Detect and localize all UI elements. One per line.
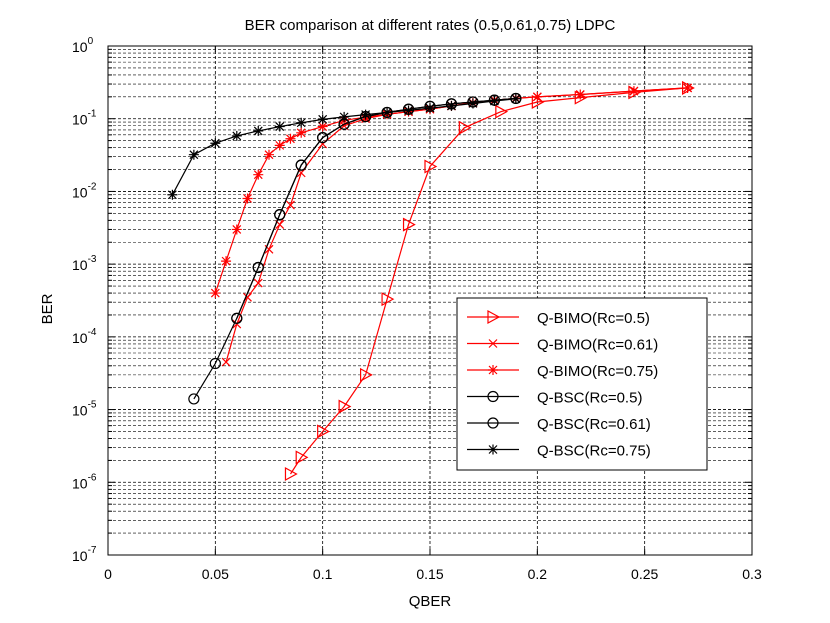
data-point — [253, 169, 264, 180]
data-point — [458, 120, 472, 135]
x-tick-label: 0.25 — [631, 566, 658, 582]
data-point — [495, 104, 509, 119]
x-tick-label: 0 — [104, 566, 112, 582]
data-point — [253, 125, 264, 136]
data-point — [188, 393, 200, 405]
data-point — [274, 121, 285, 132]
y-axis-label: BER — [39, 293, 56, 324]
data-point — [284, 466, 298, 482]
legend-item: Q-BIMO(Rc=0.61) — [467, 337, 658, 354]
series-line — [193, 97, 516, 400]
data-point — [628, 86, 639, 97]
data-point — [242, 193, 253, 204]
data-point — [317, 424, 330, 439]
data-point — [317, 121, 328, 132]
data-point — [424, 159, 438, 174]
data-point — [285, 133, 296, 144]
data-point — [274, 140, 285, 151]
x-tick-label: 0.3 — [742, 566, 762, 582]
data-point — [532, 91, 543, 102]
y-tick-label: 10-6 — [72, 472, 97, 491]
y-tick-label: 10-3 — [72, 254, 97, 273]
legend-box — [456, 297, 708, 471]
legend-marker — [487, 309, 501, 325]
legend-item: Q-BSC(Rc=0.5) — [467, 390, 642, 407]
data-point — [295, 159, 307, 171]
y-tick-label: 10-2 — [72, 181, 97, 200]
x-tick-label: 0.1 — [313, 566, 333, 582]
legend-marker — [487, 390, 499, 403]
data-point — [339, 111, 350, 122]
legend-marker — [488, 365, 498, 375]
y-tick-label: 100 — [72, 36, 94, 55]
legend: Q-BIMO(Rc=0.5) Q-BIMO(Rc=0.61) Q-BIMO(Rc=0… — [456, 297, 708, 471]
data-point — [296, 127, 307, 138]
legend-item: Q-BIMO(Rc=0.75) — [467, 363, 658, 380]
data-point — [510, 93, 521, 104]
legend-item: Q-BIMO(Rc=0.5) — [467, 309, 650, 327]
data-point — [338, 399, 352, 414]
data-point — [253, 278, 263, 288]
data-point — [188, 149, 199, 160]
data-point — [295, 450, 309, 465]
y-tick-label: 10-1 — [72, 109, 97, 128]
data-point — [231, 130, 242, 141]
data-point — [403, 105, 414, 116]
legend-label: Q-BSC(Rc=0.5) — [537, 390, 642, 407]
legend-label: Q-BIMO(Rc=0.5) — [537, 310, 650, 327]
data-point — [402, 217, 416, 232]
data-point — [489, 96, 500, 107]
data-point — [360, 367, 373, 382]
chart-title: BER comparison at different rates (0.5,0… — [245, 17, 616, 34]
x-tick-label: 0.05 — [202, 566, 229, 582]
data-point — [381, 292, 395, 307]
data-point — [252, 261, 264, 274]
data-point — [446, 100, 457, 111]
legend-label: Q-BIMO(Rc=0.61) — [537, 337, 658, 354]
series-line — [289, 87, 688, 475]
data-point — [382, 107, 393, 118]
legend-marker — [488, 339, 498, 348]
legend-item: Q-BSC(Rc=0.61) — [467, 416, 651, 433]
data-point — [296, 117, 307, 128]
data-point — [682, 82, 693, 93]
data-point — [467, 98, 478, 109]
data-point — [167, 189, 178, 200]
data-point — [231, 312, 243, 324]
legend-marker — [487, 417, 499, 429]
y-tick-label: 10-5 — [72, 400, 97, 419]
data-point — [360, 109, 371, 120]
x-tick-label: 0.15 — [416, 566, 443, 582]
data-point — [274, 209, 286, 221]
series-group — [167, 80, 695, 482]
axis-ticks: 0 0.05 0.1 0.15 0.2 0.25 0.3 100 10-1 10-2 10-3 10-… — [72, 36, 762, 582]
data-point — [221, 357, 231, 367]
x-tick-label: 0.2 — [528, 566, 548, 582]
data-point — [317, 114, 328, 125]
legend-label: Q-BSC(Rc=0.61) — [537, 416, 651, 433]
data-point — [425, 103, 435, 114]
data-point — [264, 149, 274, 160]
y-tick-label: 10-4 — [72, 327, 97, 346]
legend-marker — [488, 444, 498, 455]
legend-item: Q-BSC(Rc=0.75) — [467, 443, 651, 460]
legend-label: Q-BSC(Rc=0.75) — [537, 443, 651, 460]
data-point — [231, 224, 242, 235]
data-point — [210, 138, 221, 149]
series-Q-BSC(Rc=0.75) — [167, 93, 521, 200]
data-point — [210, 288, 221, 299]
data-point — [286, 200, 295, 210]
data-point — [232, 319, 242, 329]
x-axis-label: QBER — [409, 593, 452, 610]
data-point — [209, 357, 221, 370]
data-point — [221, 256, 232, 267]
data-point — [575, 89, 586, 100]
legend-label: Q-BIMO(Rc=0.75) — [537, 363, 658, 380]
y-tick-label: 10-7 — [72, 545, 97, 564]
data-point — [317, 131, 329, 144]
